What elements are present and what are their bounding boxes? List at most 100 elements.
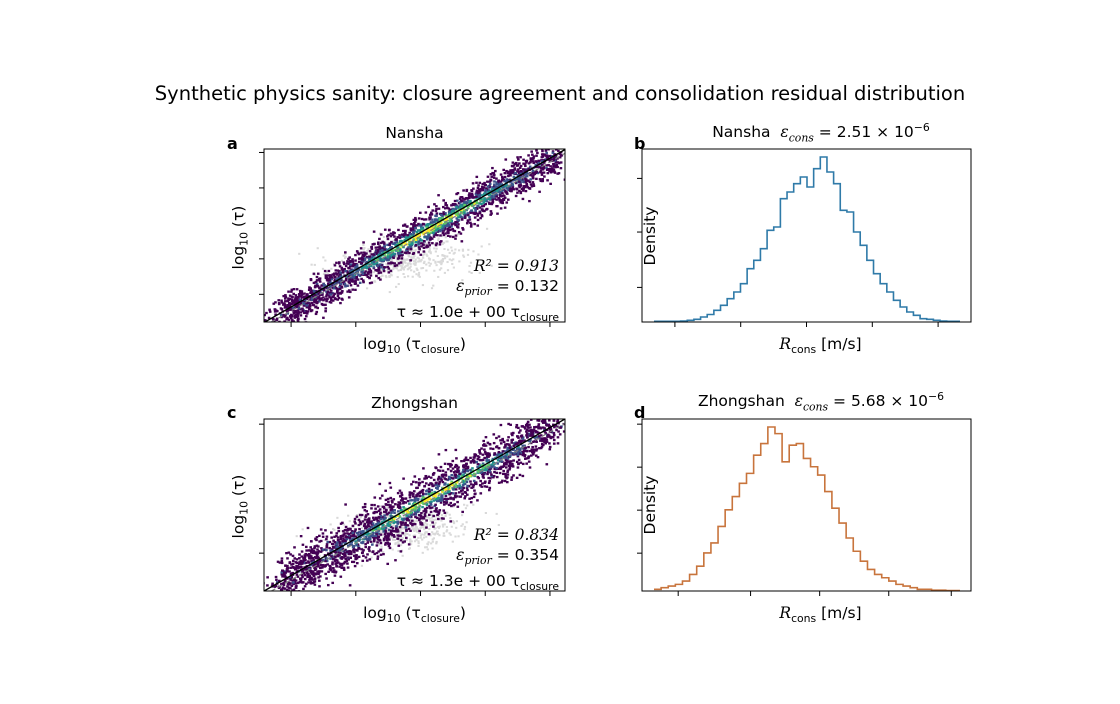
hexbin-cell (418, 494, 421, 498)
hexbin-cell (277, 329, 280, 331)
hexbin-cell (498, 180, 501, 183)
prior-point (450, 259, 453, 262)
hexbin-cell (516, 156, 519, 159)
hexbin-cell (536, 151, 539, 155)
hexbin-cell (296, 591, 299, 593)
hexbin-cell (296, 315, 300, 318)
hexbin-cell (323, 565, 326, 568)
hexbin-cell (302, 561, 306, 564)
hexbin-cell (309, 298, 312, 301)
prior-point (397, 549, 400, 552)
hexbin-cell (566, 431, 569, 433)
hexbin-cell (288, 304, 292, 307)
hexbin-cell (362, 554, 365, 558)
prior-point (403, 516, 406, 519)
hexbin-cell (318, 293, 322, 297)
hexbin-cell (502, 194, 506, 197)
hexbin-cell (264, 327, 267, 329)
hexbin-cell (505, 169, 508, 173)
hexbin-cell (450, 219, 454, 223)
hexbin-cell (424, 474, 428, 478)
hexbin-cell (301, 598, 304, 600)
hexbin-cell (358, 513, 362, 517)
prior-point (363, 540, 367, 543)
hexbin-cell (476, 465, 479, 469)
hexbin-cell (522, 451, 525, 455)
hexbin-cell (426, 231, 430, 235)
hexbin-cell (372, 516, 375, 519)
prior-point (397, 259, 400, 262)
hexbin-cell (459, 210, 463, 214)
hexbin-cell (456, 219, 460, 222)
prior-point (412, 262, 415, 265)
hexbin-cell (384, 510, 388, 514)
prior-point (423, 532, 427, 535)
hexbin-cell (414, 243, 418, 247)
prior-point (420, 533, 423, 536)
hexbin-cell (430, 492, 433, 496)
hexbin-cell (477, 184, 480, 187)
hexbin-cell (389, 254, 393, 257)
hexbin-cell (377, 271, 381, 275)
hexbin-cell (428, 216, 431, 219)
hexbin-cell (406, 247, 409, 250)
hexbin-cell (349, 290, 352, 294)
hexbin-cell (291, 306, 295, 309)
prior-point (342, 254, 345, 257)
hexbin-cell (303, 292, 306, 295)
hexbin-cell (287, 297, 290, 300)
hexbin-cell (409, 229, 413, 232)
hexbin-cell (350, 550, 353, 553)
hexbin-cell (544, 149, 548, 152)
hexbin-cell (361, 279, 365, 282)
prior-point (437, 527, 441, 530)
hexbin-cell (362, 529, 365, 533)
hexbin-cell (372, 230, 376, 233)
hexbin-cell (398, 236, 402, 239)
hexbin-cell (531, 171, 534, 174)
hexbin-cell (344, 548, 347, 552)
hexbin-cell (381, 251, 385, 254)
prior-point (470, 271, 473, 274)
hexbin-cell (481, 182, 485, 186)
hexbin-cell (433, 203, 436, 206)
prior-point (397, 531, 400, 534)
hexbin-cell (410, 513, 414, 516)
prior-point (435, 540, 438, 543)
prior-point (385, 276, 388, 279)
hexbin-cell (444, 498, 447, 501)
hexbin-cell (485, 459, 488, 462)
hexbin-cell (383, 244, 386, 247)
hexbin-cell (375, 274, 378, 278)
hexbin-cell (305, 549, 308, 552)
hexbin-cell (469, 221, 472, 225)
hexbin-cell (554, 424, 558, 427)
prior-point (460, 524, 463, 527)
hexbin-cell (268, 329, 271, 331)
hexbin-cell (304, 310, 308, 313)
panel-c-plot (259, 413, 569, 600)
hexbin-cell (516, 178, 519, 181)
hexbin-cell (502, 472, 505, 476)
hexbin-cell (469, 468, 472, 472)
hexbin-cell (369, 535, 373, 538)
hexbin-cell (506, 198, 510, 201)
hexbin-cell (367, 256, 371, 260)
prior-point (322, 273, 326, 276)
hexbin-cell (282, 324, 285, 326)
hexbin-cell (377, 522, 380, 526)
hexbin-cell (367, 265, 371, 269)
hexbin-cell (402, 511, 405, 514)
hexbin-cell (479, 199, 483, 203)
hexbin-cell (496, 185, 499, 189)
hexbin-cell (472, 212, 475, 215)
hexbin-cell (499, 195, 502, 198)
hexbin-cell (490, 188, 494, 191)
hexbin-cell (551, 413, 554, 415)
hexbin-cell (288, 297, 292, 301)
hexbin-cell (292, 292, 296, 296)
hexbin-cell (370, 253, 374, 256)
hexbin-cell (534, 445, 538, 448)
hexbin-cell (504, 191, 508, 194)
hexbin-cell (463, 482, 467, 486)
